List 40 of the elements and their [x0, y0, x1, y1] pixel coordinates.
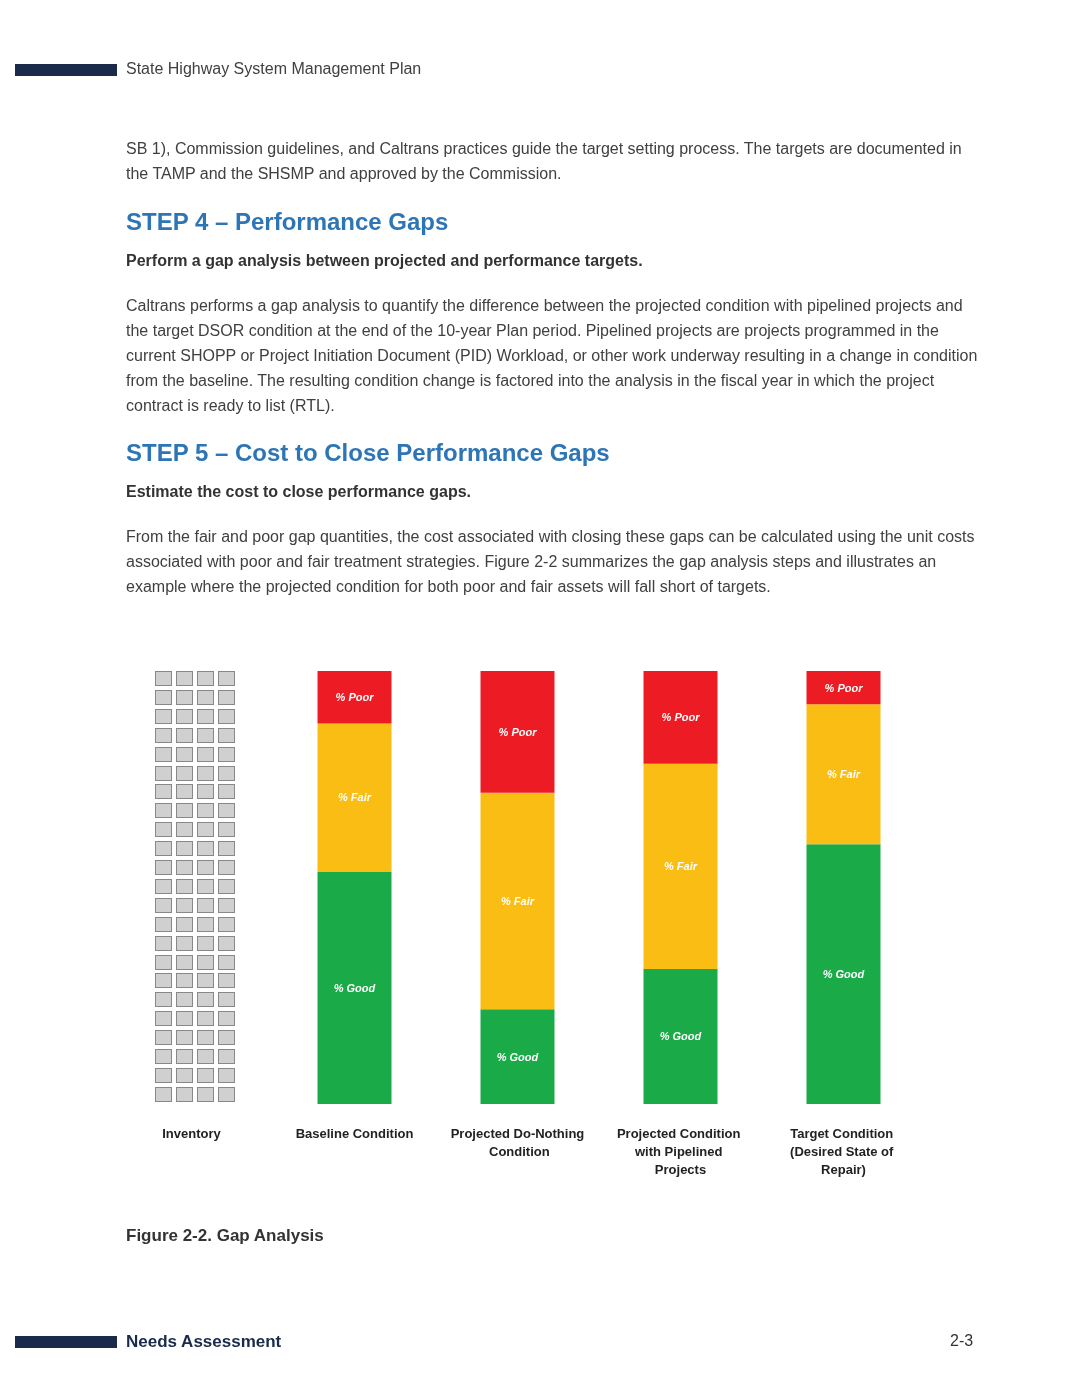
x-tick-label: Projected Do-Nothing Condition [450, 1125, 585, 1159]
bar [317, 671, 392, 724]
text: 2-3 [950, 1332, 974, 1350]
bar [806, 844, 881, 1104]
text: Estimate the cost to close performance gaps. [126, 483, 471, 501]
caption: Figure 2-2. Gap Analysis [126, 1226, 324, 1246]
x-tick-label: Projected Condition with Pipelined Projects [616, 1125, 745, 1177]
text: SB 1), Commission guidelines, and Caltrans practices guide the target setting process. The targets are documented in the TAMP and the SHSMP and approved by the Commission. [126, 139, 963, 184]
bar [480, 671, 555, 793]
bar [643, 968, 718, 1104]
text: Needs Assessment [126, 1332, 282, 1352]
bar [480, 792, 555, 1010]
bar [317, 723, 392, 872]
series-label: % Fair [337, 791, 372, 804]
text: % Fair [826, 768, 861, 781]
text: % Fair [663, 860, 698, 873]
x-tick-label: Inventory [162, 1125, 222, 1141]
text: % Good [496, 1050, 539, 1063]
text: % Poor [661, 711, 700, 724]
text: State Highway System Management Plan [126, 60, 422, 78]
bar [806, 671, 881, 705]
bar [806, 704, 881, 845]
bar [643, 671, 718, 764]
series-label: % Poor [824, 681, 864, 694]
bar [317, 871, 392, 1104]
bar [480, 1009, 555, 1104]
bar [643, 763, 718, 969]
text: % Good [822, 968, 865, 981]
series-label: % Good [333, 981, 376, 994]
text: STEP 5 – Cost to Close Performance Gaps [126, 439, 610, 467]
text: % Poor [335, 691, 374, 704]
text: % Fair [500, 894, 535, 907]
text: STEP 4 – Performance Gaps [126, 208, 449, 236]
text: % Poor [498, 725, 537, 738]
text: Perform a gap analysis between projected and performance targets. [126, 252, 643, 270]
text: Caltrans performs a gap analysis to quantify the difference between the projected condition with pipelined projects and the target DSOR condition at the end of the 10-year Plan period. Pipelined projects are projects programmed in the current SHOPP or Project Initiation Document (PID) Workload, or other work underway resulting in a change in condition from the baseline. The resulting condition change is factored into the analysis in the fiscal year in which the project contract is ready to list (RTL). [126, 296, 979, 416]
text: From the fair and poor gap quantities, the cost associated with closing these gaps can be calculated using the unit costs associated with poor and fair treatment strategies. Figure 2-2 summarizes the gap analysis steps and illustrates an example where the projected condition for both poor and fair assets will fall short of targets. [126, 527, 976, 597]
x-tick-label: Baseline Condition [295, 1125, 414, 1141]
text: % Good [659, 1030, 702, 1043]
x-tick-label: Target Condition (Desired State of Repair) [790, 1125, 897, 1177]
